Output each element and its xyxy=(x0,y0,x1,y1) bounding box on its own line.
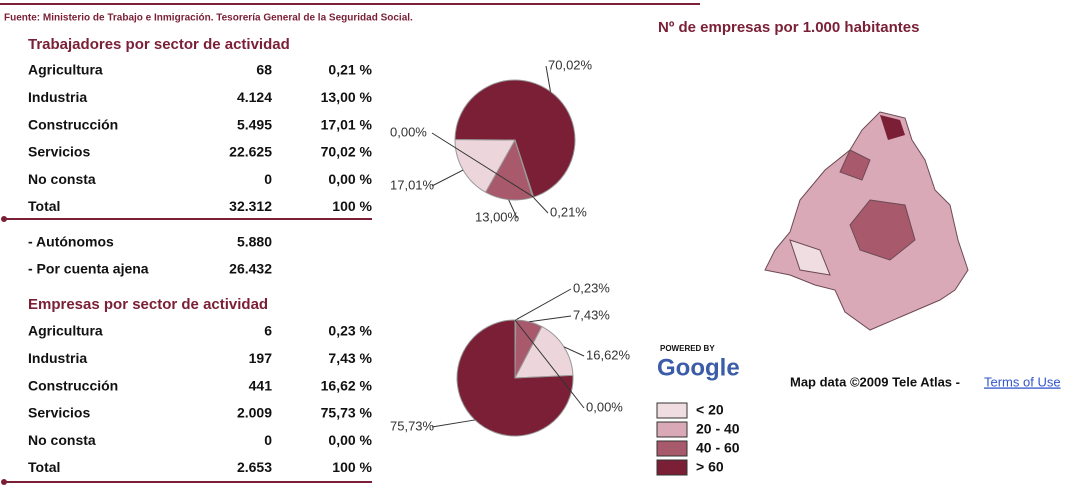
table-cell: 5.495 xyxy=(237,116,272,132)
table-cell: 26.432 xyxy=(229,261,272,277)
pie-slice xyxy=(454,138,516,193)
table-cell: 0,00 % xyxy=(328,171,372,187)
legend-swatch xyxy=(656,440,688,457)
pie-label: 16,62% xyxy=(586,347,631,362)
rule-dot xyxy=(1,479,7,485)
table-cell: 0 xyxy=(264,432,272,448)
table-cell: 2.009 xyxy=(237,405,272,421)
workers-title: Trabajadores por sector de actividad xyxy=(28,36,290,53)
pie-label: 70,02% xyxy=(548,57,593,72)
table-cell: 70,02 % xyxy=(321,144,373,160)
table-cell: Agricultura xyxy=(28,323,103,339)
table-cell: Industria xyxy=(28,89,87,105)
table-cell: Servicios xyxy=(28,405,90,421)
companies-title: Empresas por sector de actividad xyxy=(28,296,268,313)
table-cell: 6 xyxy=(264,323,272,339)
table-cell: No consta xyxy=(28,171,96,187)
table-cell: 197 xyxy=(249,350,273,366)
table-cell: - Autónomos xyxy=(28,234,114,250)
table-cell: 2.653 xyxy=(237,459,272,475)
legend-label: > 60 xyxy=(696,459,724,475)
pie-label: 7,43% xyxy=(573,307,610,322)
table-cell: 32.312 xyxy=(229,198,272,214)
table-cell: 100 % xyxy=(332,198,372,214)
table-cell: Total xyxy=(28,459,60,475)
pie-label: 0,21% xyxy=(550,204,587,219)
table-cell: Construcción xyxy=(28,116,118,132)
table-cell: Total xyxy=(28,198,60,214)
pie-slice xyxy=(514,325,574,379)
table-cell: 16,62 % xyxy=(321,377,373,393)
source: Fuente: Ministerio de Trabajo e Inmigrac… xyxy=(4,13,413,24)
table-cell: - Por cuenta ajena xyxy=(28,261,149,277)
leader-line xyxy=(431,419,476,428)
leader-line xyxy=(431,169,464,187)
powered-by: POWERED BY xyxy=(660,344,715,353)
legend-swatch xyxy=(656,402,688,419)
table-cell: 13,00 % xyxy=(321,89,373,105)
rule-dot xyxy=(1,216,7,222)
table-cell: 4.124 xyxy=(237,89,272,105)
table-cell: 7,43 % xyxy=(328,350,372,366)
leader-line xyxy=(532,196,549,214)
legend-label: 40 - 60 xyxy=(696,440,740,456)
table-cell: 68 xyxy=(256,62,272,78)
table-cell: Construcción xyxy=(28,377,118,393)
legend-label: 20 - 40 xyxy=(696,421,740,437)
terms-link[interactable]: Terms of Use xyxy=(984,374,1061,389)
leader-line xyxy=(431,132,534,198)
pie-slice xyxy=(514,139,535,198)
pie-label: 0,00% xyxy=(586,399,623,414)
table-cell: Industria xyxy=(28,350,87,366)
table-cell: 5.880 xyxy=(237,234,272,250)
legend-label: < 20 xyxy=(696,402,724,418)
table-cell: Servicios xyxy=(28,144,90,160)
table-cell: 0,23 % xyxy=(328,323,372,339)
legend-swatch xyxy=(656,459,688,476)
leader-line xyxy=(514,319,585,409)
map xyxy=(764,111,969,331)
table-cell: No consta xyxy=(28,432,96,448)
table-cell: 17,01 % xyxy=(321,116,373,132)
google-logo: Google xyxy=(657,354,740,381)
leader-line xyxy=(529,315,572,323)
pie-slice xyxy=(454,79,576,198)
leader-line xyxy=(515,288,572,321)
table-cell: 0,00 % xyxy=(328,432,372,448)
legend-swatch xyxy=(656,421,688,438)
table-cell: 22.625 xyxy=(229,144,272,160)
table-cell: 0,21 % xyxy=(328,62,372,78)
pie-label: 13,00% xyxy=(475,209,520,224)
pie-label: 75,73% xyxy=(390,418,435,433)
table-cell: 0 xyxy=(264,171,272,187)
leader-line xyxy=(545,65,551,92)
leader-line xyxy=(563,346,585,357)
table-cell: 75,73 % xyxy=(321,405,373,421)
table-cell: 441 xyxy=(249,377,273,393)
map-title: Nº de empresas por 1.000 habitantes xyxy=(658,19,919,36)
table-cell: Agricultura xyxy=(28,62,103,78)
pie-label: 17,01% xyxy=(390,177,435,192)
attribution: Map data ©2009 Tele Atlas - xyxy=(790,374,960,389)
pie-label: 0,00% xyxy=(390,124,427,139)
leader-line xyxy=(508,199,518,219)
pie-label: 0,23% xyxy=(573,280,610,295)
table-cell: 100 % xyxy=(332,459,372,475)
